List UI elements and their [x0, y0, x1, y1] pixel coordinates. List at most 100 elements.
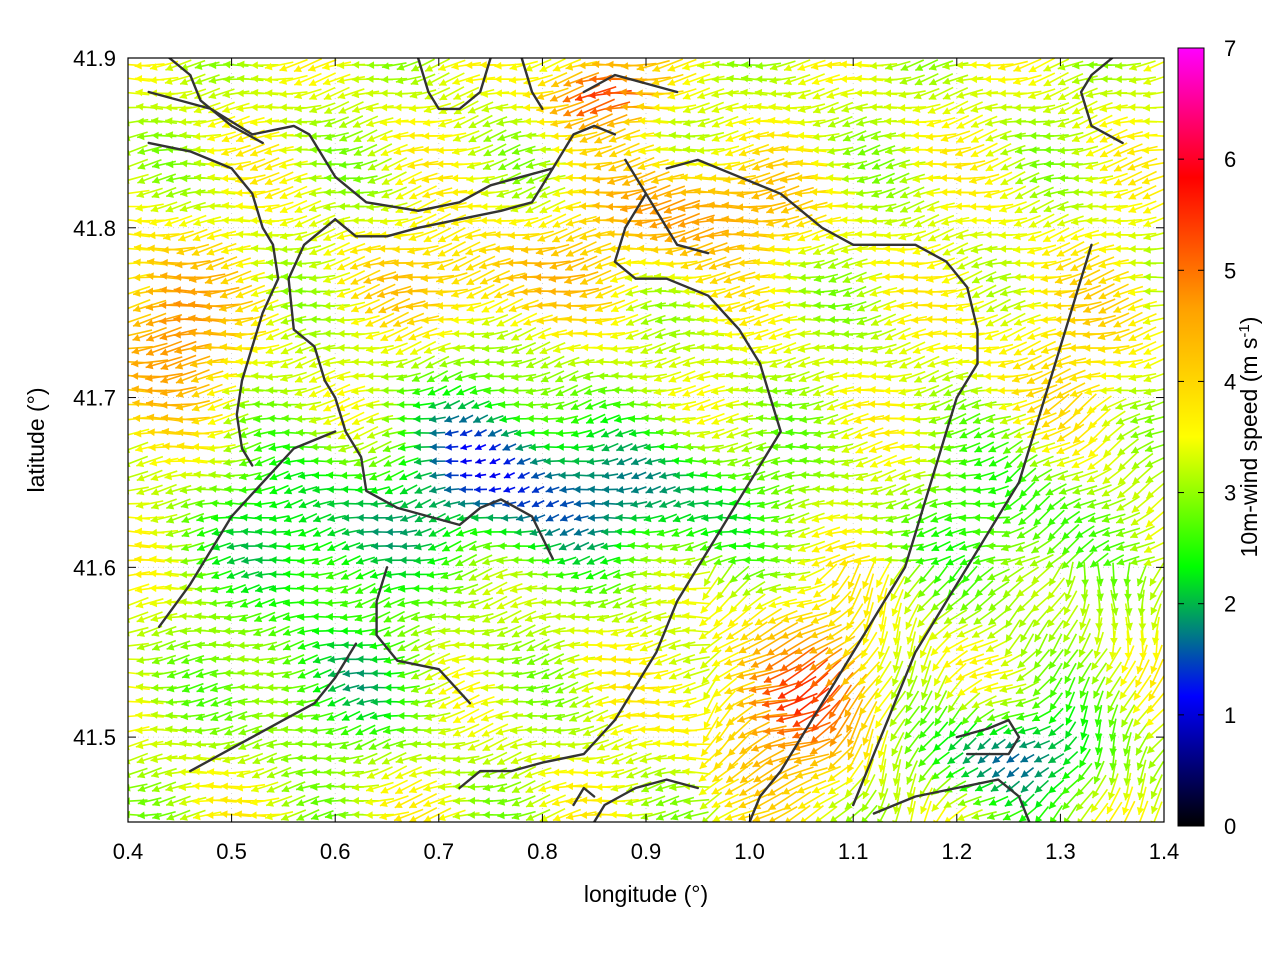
wind-arrow: [710, 329, 740, 338]
wind-arrow: [414, 485, 432, 494]
wind-arrow: [1070, 241, 1100, 257]
wind-arrow: [488, 486, 502, 493]
wind-arrow: [999, 413, 1027, 425]
wind-arrow: [1056, 241, 1085, 257]
wind-arrow: [624, 811, 653, 820]
wind-arrow: [181, 682, 204, 693]
wind-arrow: [1143, 372, 1164, 383]
plot-frame: [127, 57, 1165, 823]
wind-arrow: [474, 443, 487, 451]
wind-arrow: [945, 766, 965, 779]
wind-arrow: [971, 811, 997, 821]
wind-arrow: [281, 781, 306, 793]
wind-arrow: [1027, 244, 1057, 255]
wind-arrow: [1012, 74, 1042, 86]
wind-arrow: [890, 675, 906, 700]
wind-arrow: [829, 698, 852, 734]
wind-arrow: [782, 791, 812, 811]
wind-arrow: [889, 704, 907, 727]
wind-arrow: [438, 694, 465, 710]
wind-arrow: [1000, 698, 1026, 707]
wind-arrow: [451, 669, 481, 679]
wind-arrow: [150, 725, 178, 734]
wind-arrow: [409, 198, 437, 215]
wind-arrow: [1147, 748, 1164, 769]
wind-arrow: [128, 752, 149, 765]
wind-arrow: [309, 274, 336, 282]
wind-arrow: [861, 789, 877, 812]
wind-arrow: [1020, 767, 1035, 778]
wind-arrow: [724, 809, 755, 822]
wind-arrow: [558, 471, 576, 480]
wind-arrow: [869, 217, 898, 225]
wind-arrow: [999, 326, 1027, 342]
wind-arrow: [739, 733, 769, 755]
wind-arrow: [526, 684, 550, 693]
wind-arrow: [913, 355, 940, 369]
wind-arrow: [1143, 245, 1164, 254]
wind-arrow: [681, 753, 712, 762]
wind-arrow: [453, 768, 480, 777]
wind-arrow: [165, 725, 192, 734]
wind-arrow: [847, 713, 862, 747]
wind-arrow: [776, 709, 818, 724]
wind-arrow: [640, 767, 666, 779]
wind-arrow: [264, 811, 294, 821]
wind-arrow: [973, 708, 995, 724]
wind-arrow: [1143, 556, 1164, 567]
wind-arrow: [826, 160, 854, 169]
wind-arrow: [1034, 806, 1050, 822]
wind-arrow: [1047, 738, 1065, 750]
wind-arrow: [221, 187, 251, 196]
wind-arrow: [769, 89, 797, 98]
wind-arrow: [1056, 227, 1085, 242]
wind-arrow: [1141, 175, 1164, 185]
coastline: [572, 786, 596, 807]
wind-arrow: [545, 513, 560, 522]
wind-arrow: [294, 385, 322, 397]
wind-arrow: [524, 755, 552, 764]
wind-arrow: [892, 745, 903, 772]
wind-arrow: [812, 87, 840, 100]
grid-lines: [128, 57, 1164, 822]
wind-arrow: [221, 769, 251, 777]
wind-arrow: [179, 809, 206, 821]
wind-arrow: [1048, 723, 1065, 737]
wind-arrow: [410, 698, 436, 707]
wind-arrow: [778, 660, 816, 687]
wind-arrow: [325, 725, 348, 736]
wind-arrow: [510, 740, 538, 750]
wind-arrow: [1107, 773, 1119, 801]
wind-arrow: [840, 188, 869, 197]
wind-arrow: [827, 427, 854, 439]
wind-arrow: [459, 429, 473, 437]
wind-arrow: [891, 732, 905, 757]
wind-arrow: [429, 471, 446, 480]
wind-arrow: [906, 675, 918, 700]
wind-arrow: [654, 356, 681, 369]
wind-arrow: [985, 697, 1012, 708]
wind-arrow: [1143, 259, 1164, 268]
wind-arrow: [1093, 760, 1105, 785]
wind-arrow: [444, 429, 459, 437]
wind-arrow: [539, 807, 566, 822]
wind-arrow: [338, 754, 364, 764]
wind-arrow: [725, 705, 754, 727]
wind-arrow: [539, 199, 566, 214]
wind-arrow: [947, 737, 963, 752]
y-tick-label: 41.5: [73, 725, 116, 750]
wind-arrow: [841, 343, 868, 352]
wind-arrow: [724, 693, 755, 711]
wind-arrow: [601, 457, 619, 466]
wind-arrow: [397, 669, 420, 679]
wind-arrow: [1150, 801, 1163, 822]
wind-arrow: [610, 298, 639, 313]
wind-arrow: [1122, 772, 1132, 801]
wind-arrow: [380, 326, 409, 342]
wind-arrow: [711, 793, 739, 809]
wind-arrow: [164, 556, 193, 565]
colorbar-label-main: 10m-wind speed (m s: [1236, 338, 1262, 558]
wind-arrow: [128, 725, 150, 736]
wind-arrow: [207, 173, 236, 182]
wind-arrow: [568, 681, 594, 694]
